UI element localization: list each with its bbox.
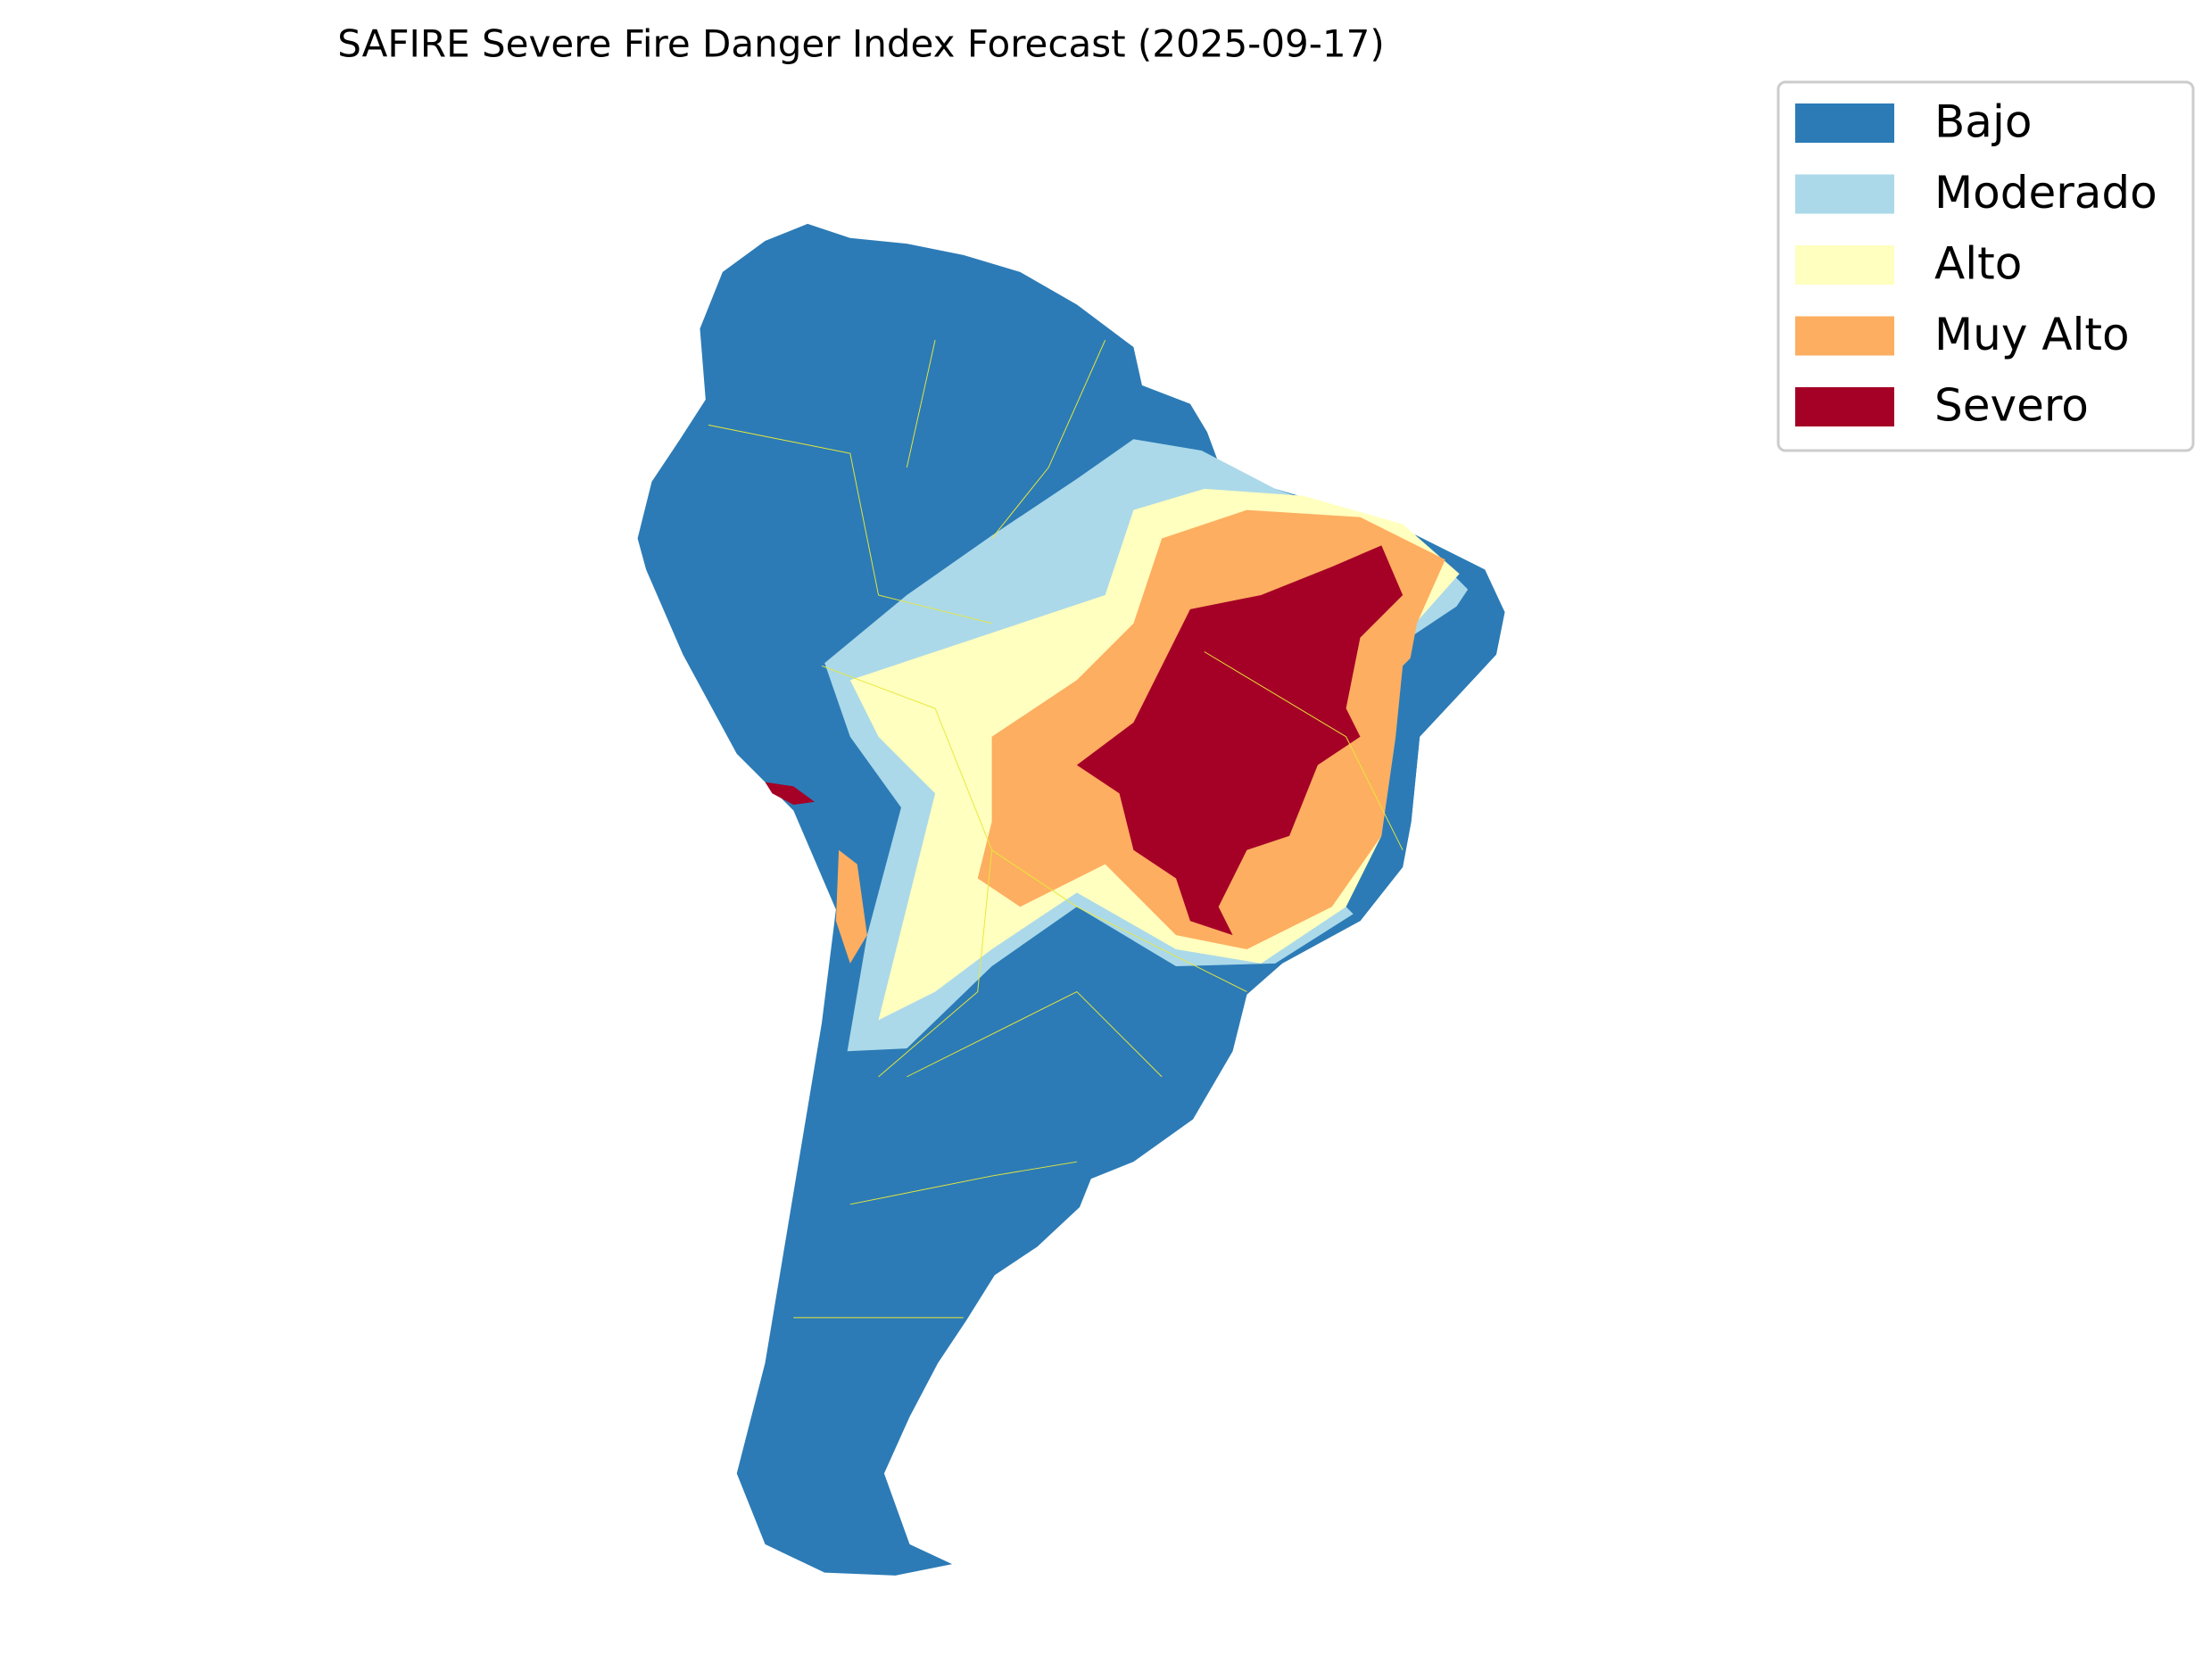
legend: Bajo Moderado Alto Muy Alto Severo <box>1795 96 2157 432</box>
map <box>637 223 1505 1576</box>
map-title: SAFIRE Severe Fire Danger Index Forecast… <box>337 22 1385 66</box>
legend-label: Severo <box>1934 380 2089 432</box>
legend-swatch <box>1795 245 1894 285</box>
border-line <box>708 339 1404 1319</box>
region-bajo-coast <box>1346 581 1505 922</box>
legend-label: Alto <box>1934 238 2022 290</box>
region-severo-peru <box>765 782 816 805</box>
legend-swatch <box>1795 387 1894 426</box>
legend-box <box>1776 80 2195 452</box>
region-muy-alto-chile <box>835 849 867 964</box>
legend-swatch <box>1795 316 1894 356</box>
legend-label: Moderado <box>1934 167 2157 219</box>
legend-label: Bajo <box>1934 96 2032 148</box>
legend-label: Muy Alto <box>1934 309 2130 360</box>
legend-swatch <box>1795 103 1894 143</box>
legend-swatch <box>1795 174 1894 214</box>
region-severo <box>1076 545 1404 936</box>
